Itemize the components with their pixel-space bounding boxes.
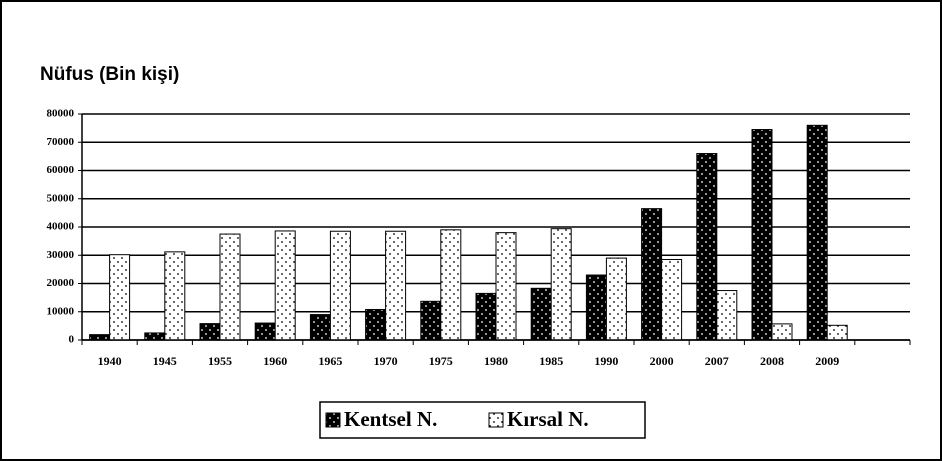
y-tick-label: 20000 — [47, 277, 75, 289]
y-tick-label: 50000 — [47, 192, 75, 204]
bar — [771, 323, 793, 341]
bar — [550, 228, 572, 341]
bar — [605, 257, 627, 341]
bar — [164, 251, 186, 341]
bar — [806, 124, 828, 341]
bar — [696, 153, 718, 341]
y-tick-label: 10000 — [47, 305, 75, 317]
legend — [319, 401, 646, 439]
bar — [826, 324, 848, 341]
bar — [329, 230, 351, 341]
bar — [751, 129, 773, 341]
x-tick-label: 1970 — [374, 354, 398, 368]
bar — [109, 254, 131, 341]
bar — [641, 208, 663, 341]
legend-swatch — [488, 412, 504, 428]
bar — [440, 229, 462, 341]
y-tick-label: 40000 — [47, 221, 75, 233]
legend-label: Kırsal N. — [507, 407, 589, 431]
legend-label: Kentsel N. — [344, 407, 437, 431]
bar — [475, 292, 497, 341]
x-tick-label: 1990 — [594, 354, 618, 368]
y-tick-label: 70000 — [47, 136, 75, 148]
bar — [199, 323, 221, 341]
x-tick-label: 2008 — [760, 354, 784, 368]
bar — [254, 322, 276, 341]
x-tick-label: 1940 — [98, 354, 122, 368]
x-tick-label: 2009 — [815, 354, 839, 368]
bar — [89, 334, 111, 341]
x-tick-label: 2000 — [650, 354, 674, 368]
x-tick-label: 1985 — [539, 354, 563, 368]
y-tick-label: 60000 — [47, 164, 75, 176]
bar — [365, 308, 387, 341]
bar — [420, 300, 442, 341]
bar — [309, 314, 331, 341]
bar — [385, 230, 407, 341]
bar — [585, 274, 607, 341]
bar — [495, 232, 517, 341]
bar — [274, 230, 296, 341]
x-tick-label: 1960 — [263, 354, 287, 368]
bar — [661, 258, 683, 341]
legend-swatch — [325, 412, 341, 428]
bar — [219, 233, 241, 341]
x-tick-label: 2007 — [705, 354, 729, 368]
y-tick-label: 0 — [69, 334, 75, 346]
chart-title: Nüfus (Bin kişi) — [40, 64, 179, 85]
x-tick-label: 1945 — [153, 354, 177, 368]
bar — [144, 332, 166, 341]
x-tick-label: 1980 — [484, 354, 508, 368]
bar — [716, 290, 738, 341]
x-tick-label: 1975 — [429, 354, 453, 368]
x-tick-label: 1965 — [318, 354, 342, 368]
y-tick-label: 30000 — [47, 249, 75, 261]
y-tick-label: 80000 — [47, 108, 75, 120]
x-tick-label: 1955 — [208, 354, 232, 368]
bar — [530, 287, 552, 341]
